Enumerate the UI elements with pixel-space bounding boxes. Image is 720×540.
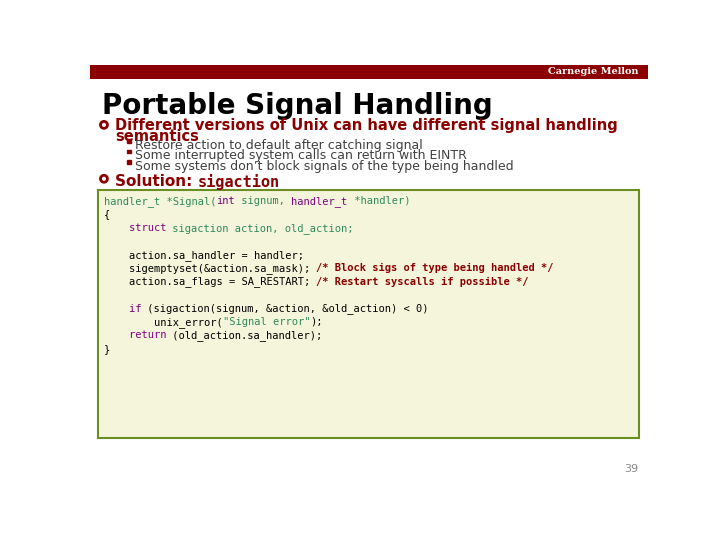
Text: {: { bbox=[104, 209, 110, 219]
Text: (sigaction(signum, &action, &old_action) < 0): (sigaction(signum, &action, &old_action)… bbox=[141, 303, 429, 314]
Text: 39: 39 bbox=[624, 464, 639, 475]
Text: struct: struct bbox=[104, 222, 166, 233]
Text: /* Restart syscalls if possible */: /* Restart syscalls if possible */ bbox=[317, 276, 529, 287]
Bar bbox=[127, 160, 131, 164]
Text: );: ); bbox=[310, 317, 323, 327]
Bar bbox=[98, 190, 639, 438]
Text: if: if bbox=[104, 303, 141, 314]
Text: return: return bbox=[104, 330, 166, 340]
Text: unix_error(: unix_error( bbox=[104, 317, 222, 328]
Text: Carnegie Mellon: Carnegie Mellon bbox=[548, 68, 639, 76]
Bar bbox=[90, 65, 648, 79]
Text: handler_t: handler_t bbox=[292, 195, 348, 207]
Text: /* Block sigs of type being handled */: /* Block sigs of type being handled */ bbox=[317, 263, 554, 273]
Text: Different versions of Unix can have different signal handling: Different versions of Unix can have diff… bbox=[114, 118, 618, 133]
Text: Some systems don’t block signals of the type being handled: Some systems don’t block signals of the … bbox=[135, 160, 513, 173]
Text: Solution:: Solution: bbox=[114, 174, 197, 189]
Text: sigemptyset(&action.sa_mask);: sigemptyset(&action.sa_mask); bbox=[104, 263, 317, 274]
Text: sigaction action, old_action;: sigaction action, old_action; bbox=[166, 222, 354, 234]
Text: sigaction: sigaction bbox=[197, 174, 279, 190]
Text: signum,: signum, bbox=[235, 195, 292, 206]
Text: "Signal error": "Signal error" bbox=[222, 317, 310, 327]
Text: *handler): *handler) bbox=[348, 195, 410, 206]
Bar bbox=[127, 139, 131, 143]
Text: }: } bbox=[104, 344, 110, 354]
Text: Restore action to default after catching signal: Restore action to default after catching… bbox=[135, 139, 423, 152]
Text: action.sa_flags = SA_RESTART;: action.sa_flags = SA_RESTART; bbox=[104, 276, 317, 287]
Text: Portable Signal Handling: Portable Signal Handling bbox=[102, 92, 492, 120]
Text: (old_action.sa_handler);: (old_action.sa_handler); bbox=[166, 330, 323, 341]
Bar bbox=[127, 150, 131, 153]
Text: handler_t *Signal(: handler_t *Signal( bbox=[104, 195, 217, 207]
Text: Some interrupted system calls can return with EINTR: Some interrupted system calls can return… bbox=[135, 150, 467, 163]
Text: semantics: semantics bbox=[114, 129, 199, 144]
Text: action.sa_handler = handler;: action.sa_handler = handler; bbox=[104, 249, 304, 260]
Text: int: int bbox=[217, 195, 235, 206]
